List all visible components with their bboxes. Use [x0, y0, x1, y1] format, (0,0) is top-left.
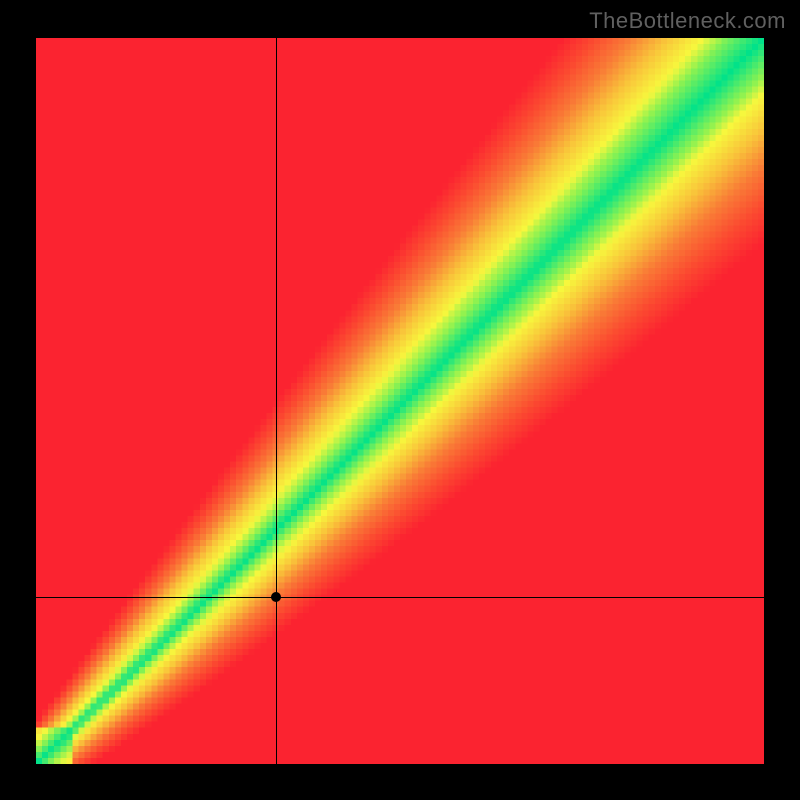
crosshair-vertical — [276, 38, 277, 764]
crosshair-horizontal — [36, 597, 764, 598]
bottleneck-heatmap — [36, 38, 764, 764]
selection-marker[interactable] — [271, 592, 281, 602]
heatmap-canvas — [36, 38, 764, 764]
watermark-text: TheBottleneck.com — [589, 8, 786, 34]
